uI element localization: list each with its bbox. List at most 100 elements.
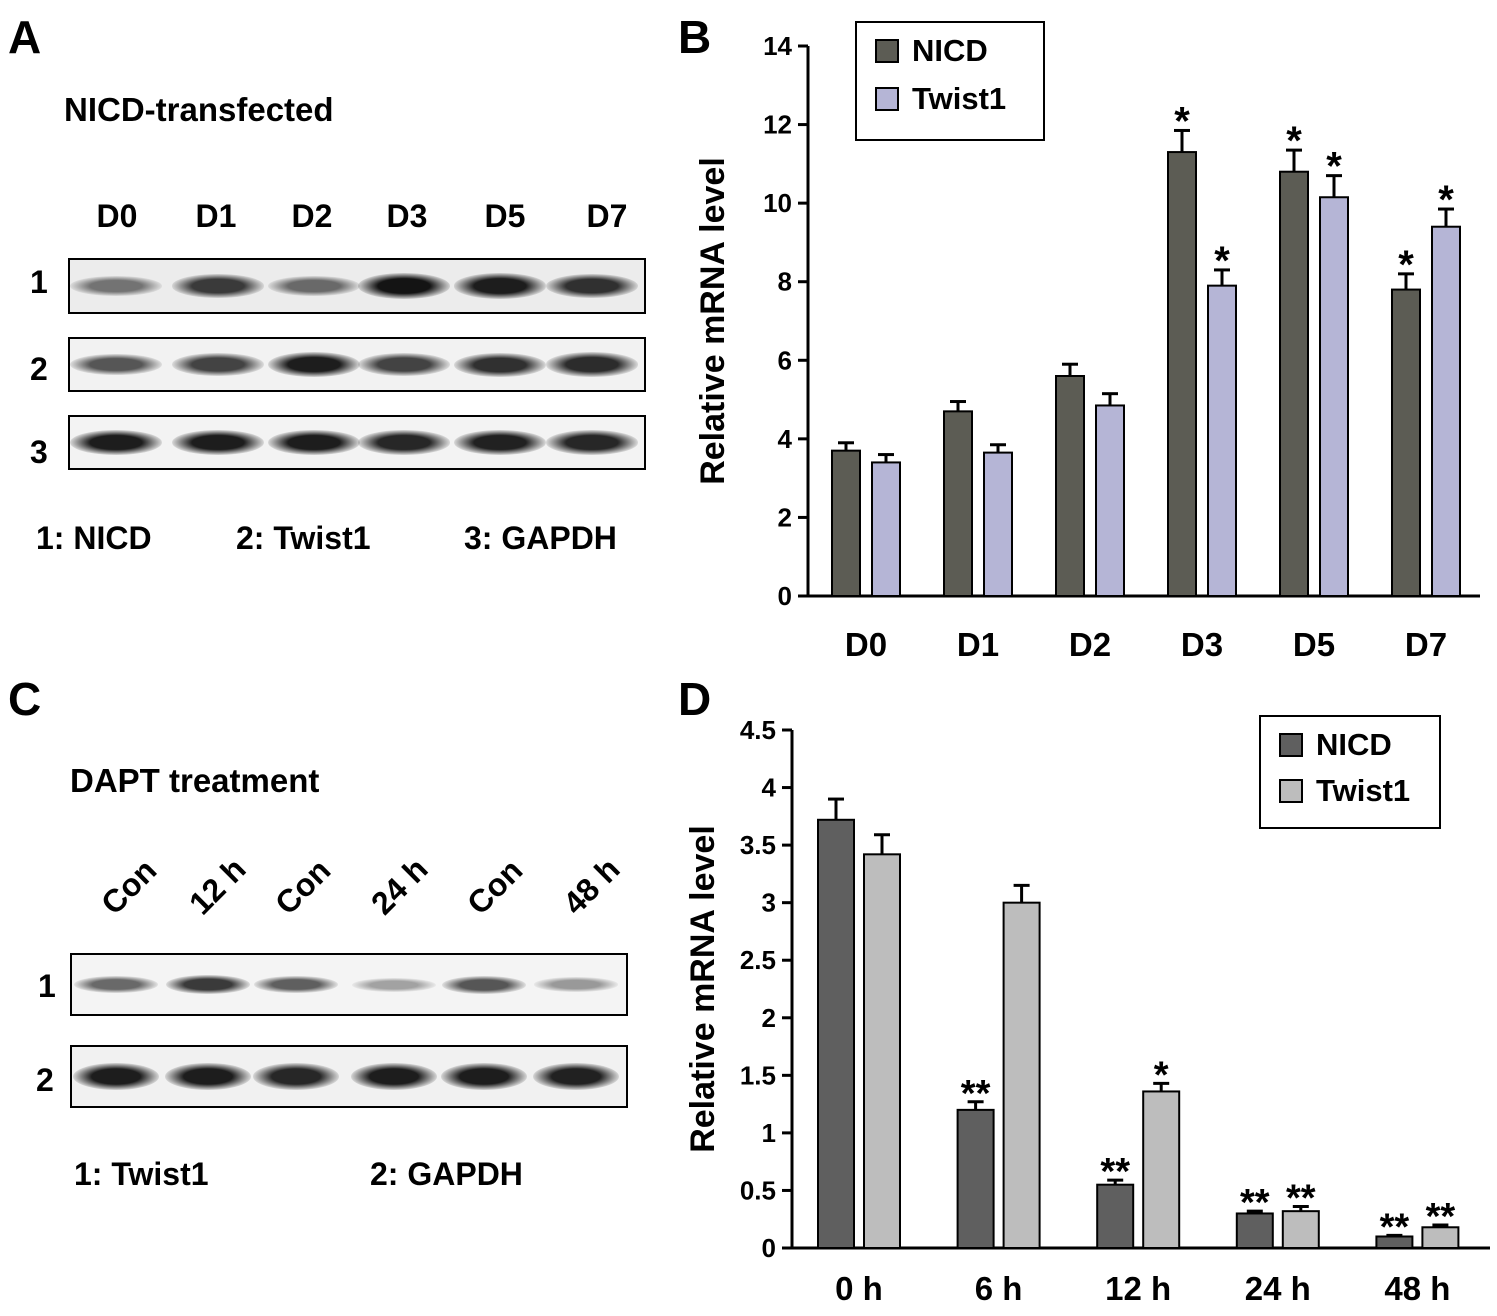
bar-nicd — [1055, 375, 1085, 597]
panel-a-lane-label: D3 — [386, 198, 428, 234]
blot-band — [358, 430, 450, 455]
y-tick-label: 10 — [763, 188, 792, 218]
blot-strip-gapdh — [68, 415, 646, 470]
significance-marker: * — [1438, 178, 1454, 222]
panel-c-row-label: 1 — [38, 968, 56, 1004]
bar-twist1 — [1281, 1210, 1320, 1250]
blot-band — [442, 975, 526, 994]
panel-c-key-item: 1: Twist1 — [74, 1156, 209, 1192]
bar-twist1 — [983, 451, 1013, 597]
panel-a-row-label: 2 — [30, 351, 48, 387]
panel-c-lane-label: Con — [93, 851, 164, 922]
significance-marker: * — [1214, 239, 1230, 283]
legend-swatch-twist1 — [1279, 779, 1303, 803]
blot-band — [70, 276, 162, 296]
y-tick-label: 14 — [763, 31, 792, 61]
panel-c-lane-label: Con — [459, 851, 530, 922]
y-tick-label: 1 — [762, 1118, 776, 1148]
x-tick-label: 48 h — [1384, 1270, 1450, 1307]
blot-band — [534, 977, 618, 992]
panel-a-row-label: 1 — [30, 264, 48, 300]
chart-d: 0 0.5 1 1.5 2 2.5 3 3.5 4 4.5 Relative mRNA level 0… — [684, 715, 1490, 1307]
blot-band — [546, 430, 638, 455]
significance-marker: * — [1174, 99, 1190, 143]
y-tick-label: 0.5 — [740, 1175, 776, 1205]
legend-label: Twist1 — [912, 81, 1006, 116]
significance-marker: ** — [1286, 1178, 1316, 1220]
panel-a-lane-label: D7 — [586, 198, 628, 234]
blot-band — [546, 352, 638, 377]
y-axis-label: Relative mRNA level — [694, 157, 732, 485]
panel-a-key-item: 1: NICD — [36, 520, 152, 556]
blot-band — [268, 429, 360, 456]
y-tick-label: 2.5 — [740, 945, 776, 975]
blot-band — [268, 351, 360, 378]
significance-marker: * — [1154, 1054, 1169, 1096]
blot-band — [166, 974, 250, 995]
panel-a-lane-label: D5 — [484, 198, 526, 234]
bar-twist1 — [1319, 196, 1349, 597]
panel-a-letter: A — [8, 11, 42, 63]
legend-swatch-nicd — [875, 39, 899, 63]
bar-nicd — [1167, 151, 1197, 597]
y-tick-label: 0 — [762, 1233, 776, 1263]
bar-twist1 — [863, 853, 901, 1249]
panel-a-key-item: 3: GAPDH — [464, 520, 617, 556]
blot-band — [172, 429, 264, 456]
blot-band — [254, 975, 338, 994]
significance-marker: * — [1398, 243, 1414, 287]
blot-band — [454, 273, 546, 299]
blot-strip-twist1 — [68, 337, 646, 392]
blot-band — [73, 1062, 159, 1091]
panel-c-lane-label: 24 h — [363, 850, 435, 922]
x-tick-label: 0 h — [835, 1270, 883, 1307]
bar-nicd — [943, 410, 973, 597]
significance-marker: ** — [1380, 1206, 1410, 1248]
blot-band — [70, 353, 162, 376]
panel-d-letter: D — [678, 673, 712, 725]
y-tick-label: 2 — [762, 1003, 776, 1033]
y-tick-label: 3.5 — [740, 830, 776, 860]
bar-twist1 — [1431, 225, 1461, 597]
significance-marker: ** — [961, 1073, 991, 1115]
legend-label: NICD — [912, 33, 988, 68]
y-tick-label: 8 — [778, 267, 792, 297]
significance-marker: ** — [1240, 1182, 1270, 1224]
y-tick-label: 4.5 — [740, 715, 776, 745]
panel-c-lane-label: Con — [267, 851, 338, 922]
bar-twist1 — [871, 461, 901, 597]
blot-band — [546, 274, 638, 298]
bar-twist1 — [1095, 404, 1125, 598]
x-tick-label: D2 — [1069, 626, 1111, 663]
significance-marker: * — [1286, 119, 1302, 163]
x-tick-label: D1 — [957, 626, 999, 663]
y-tick-label: 4 — [762, 773, 777, 803]
y-tick-label: 2 — [778, 502, 792, 532]
blot-band — [454, 430, 546, 455]
panel-a-lane-label: D0 — [96, 198, 138, 234]
blot-strip-gapdh-dapt — [70, 1045, 628, 1108]
blot-band — [454, 352, 546, 377]
legend-swatch-nicd — [1279, 733, 1303, 757]
panel-c-letter: C — [8, 673, 42, 725]
panel-c-lane-label: 12 h — [181, 850, 253, 922]
panel-a-lane-label: D1 — [195, 198, 237, 234]
legend-label: Twist1 — [1316, 773, 1410, 808]
blot-band — [74, 976, 158, 993]
x-tick-label: D0 — [845, 626, 887, 663]
blot-band — [172, 274, 264, 298]
panel-a-row-label: 3 — [30, 434, 48, 470]
legend-swatch-twist1 — [875, 87, 899, 111]
bar-twist1 — [1002, 901, 1041, 1250]
blot-band — [358, 353, 450, 376]
bar-nicd — [1096, 1183, 1135, 1250]
panel-b-letter: B — [678, 11, 712, 63]
bar-twist1 — [1142, 1090, 1181, 1249]
blot-band — [268, 275, 360, 297]
y-axis-label: Relative mRNA level — [684, 825, 722, 1153]
blot-band — [441, 1062, 527, 1091]
x-tick-label: 12 h — [1105, 1270, 1171, 1307]
blot-band — [352, 977, 436, 992]
blot-band — [358, 273, 450, 299]
